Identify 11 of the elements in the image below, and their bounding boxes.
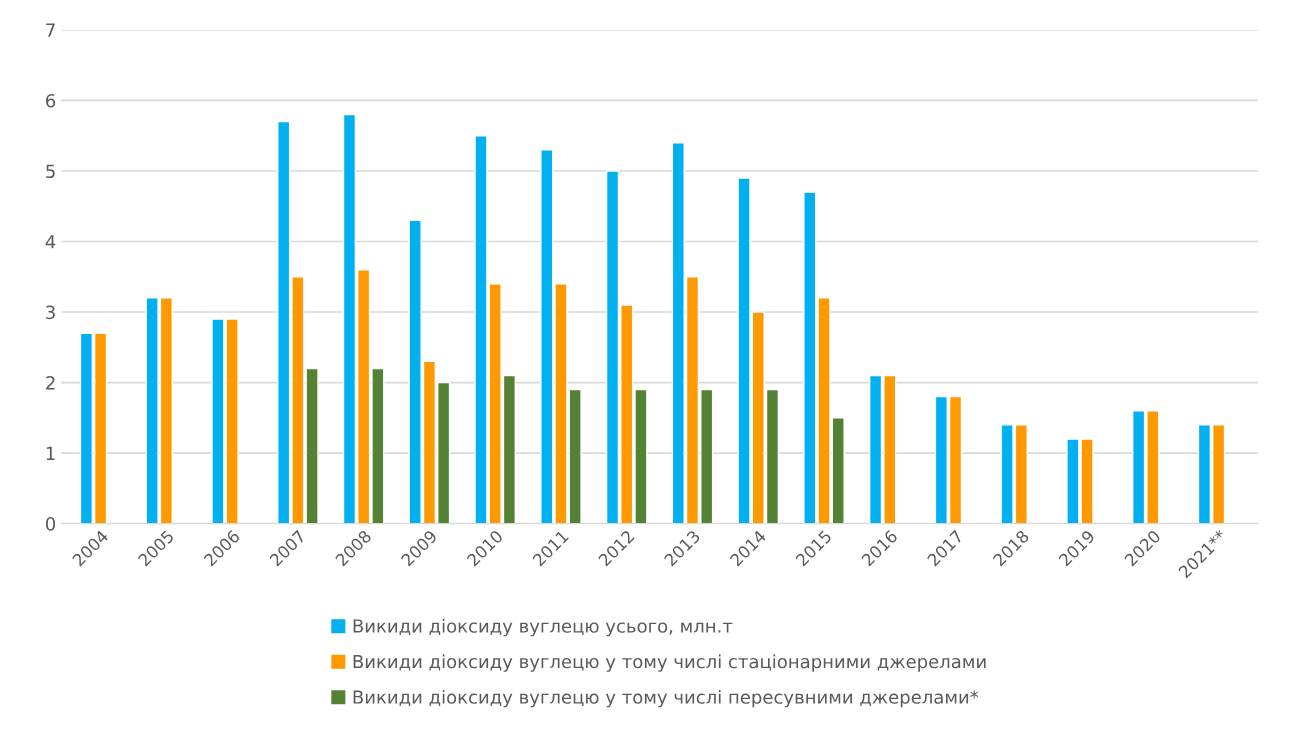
legend-label: Викиди діоксиду вуглецю у тому числі стаціонарними джерелами (353, 654, 986, 672)
y-tick-label: 5 (46, 164, 55, 179)
y-tick-label: 2 (46, 376, 55, 390)
legend-label: Викиди діоксиду вуглецю усього, млн.т (353, 618, 733, 637)
legend-label: Викиди діоксиду вуглецю у тому числі пересувними джерелами* (353, 689, 979, 708)
y-tick-label: 6 (46, 93, 56, 108)
y-tick-label: 3 (46, 305, 55, 320)
y-tick-label: 4 (45, 235, 56, 249)
y-tick-label: 1 (46, 446, 55, 460)
y-tick-label: 0 (45, 517, 56, 531)
y-tick-label: 7 (46, 23, 55, 37)
